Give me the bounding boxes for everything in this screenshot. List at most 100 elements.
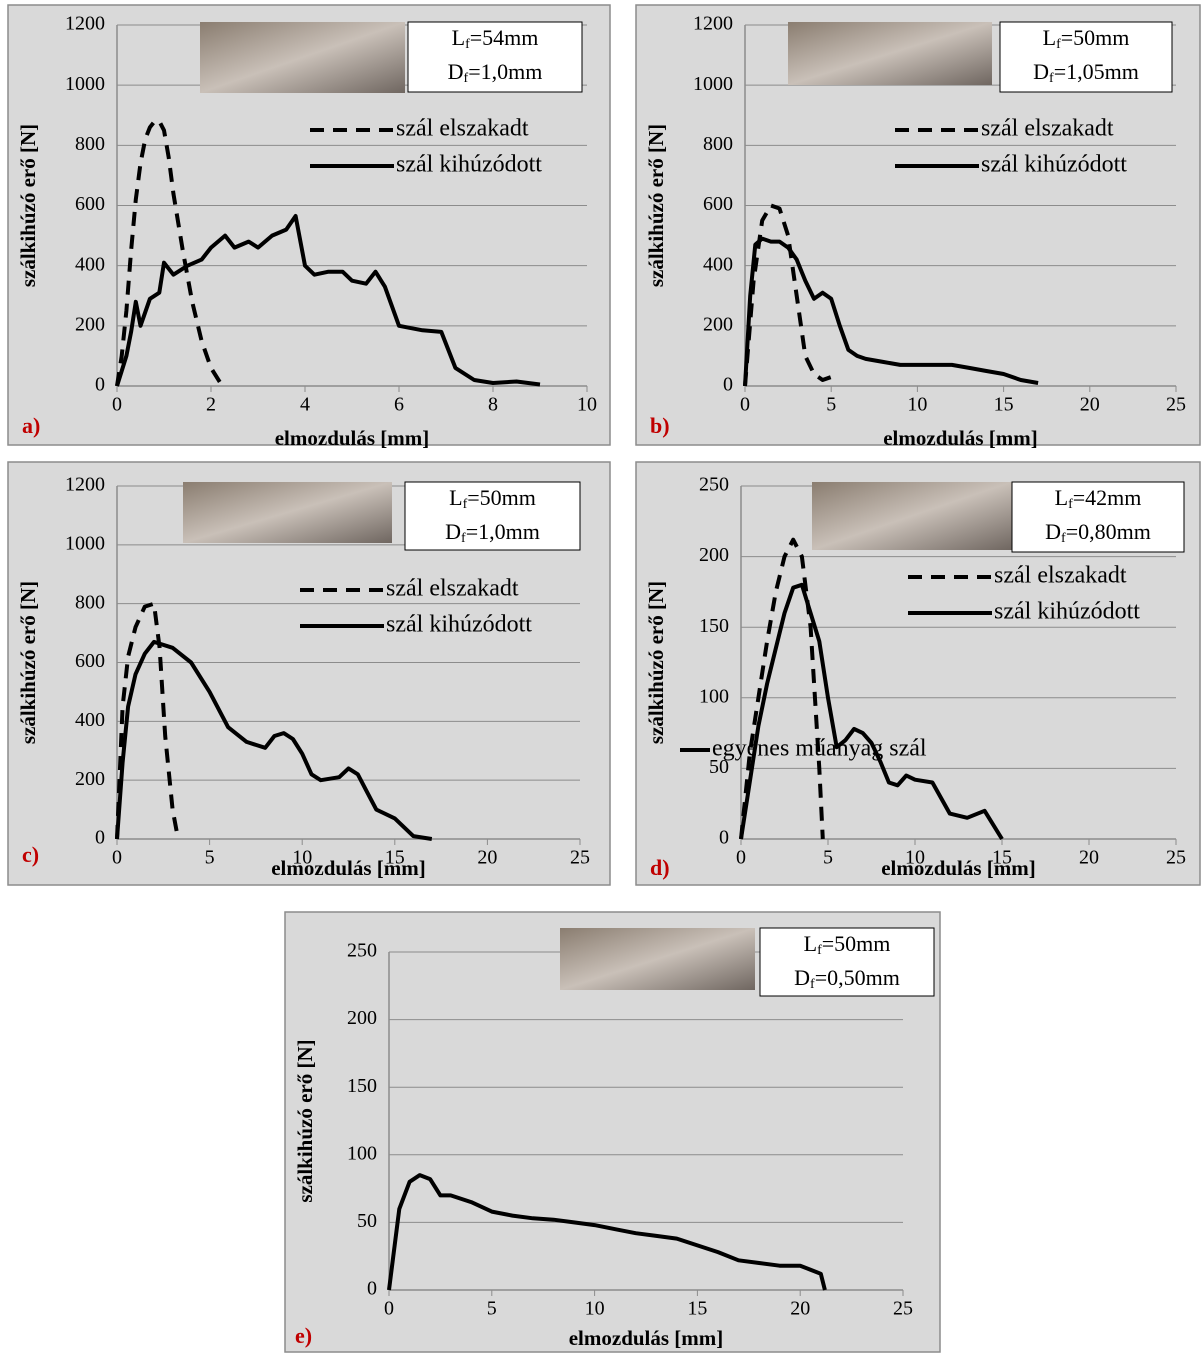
legend-label: egyenes műanyag szál [712, 736, 927, 762]
y-tick-label: 600 [75, 193, 105, 215]
y-axis-label: szálkihúzó erő [N] [16, 124, 40, 287]
annotation-part: L [1043, 25, 1056, 50]
data-line [115, 119, 223, 387]
x-tick-label: 10 [905, 847, 925, 869]
annotation-part: =1,0mm [468, 59, 542, 84]
annotation-part: L [1055, 485, 1068, 510]
annotation: Df=1,05mm [1033, 59, 1139, 86]
fiber-photo [812, 482, 1012, 550]
annotation-part: L [452, 25, 465, 50]
x-tick-label: 5 [823, 847, 833, 869]
y-axis-label: szálkihúzó erő [N] [293, 1039, 317, 1202]
x-tick-label: 15 [687, 1298, 707, 1320]
annotation-part: D [1045, 519, 1061, 544]
data-line [115, 639, 433, 841]
legend-label: szál kihúzódott [396, 152, 542, 178]
x-tick-label: 5 [205, 847, 215, 869]
x-tick-label: 25 [570, 847, 590, 869]
x-tick-label: 5 [487, 1298, 497, 1320]
data-line [743, 236, 1039, 387]
x-tick-label: 20 [1080, 394, 1100, 416]
y-tick-label: 600 [703, 193, 733, 215]
panel-label: b) [650, 413, 670, 438]
x-tick-label: 0 [736, 847, 746, 869]
y-axis-label: szálkihúzó erő [N] [644, 581, 668, 744]
annotation-part: =0,50mm [815, 965, 900, 990]
x-tick-label: 25 [1166, 847, 1186, 869]
legend-label: szál elszakadt [386, 576, 519, 602]
annotation-part: =50mm [1061, 25, 1130, 50]
data-line [115, 601, 181, 840]
annotation-subscript: f [465, 37, 470, 52]
annotation: Lf=50mm [449, 485, 536, 512]
annotation-part: =0,80mm [1066, 519, 1151, 544]
x-tick-label: 0 [740, 394, 750, 416]
x-tick-label: 20 [1079, 847, 1099, 869]
data-line [739, 582, 1004, 841]
annotation-part: =50mm [467, 485, 536, 510]
x-tick-label: 20 [477, 847, 497, 869]
y-tick-label: 200 [699, 544, 729, 566]
annotation: Df=0,50mm [794, 965, 900, 992]
annotation-subscript: f [464, 71, 469, 86]
y-tick-label: 800 [75, 133, 105, 155]
y-tick-label: 800 [75, 591, 105, 613]
x-tick-label: 15 [994, 394, 1014, 416]
y-tick-label: 600 [75, 650, 105, 672]
y-tick-label: 400 [75, 253, 105, 275]
annotation: Lf=50mm [1043, 25, 1130, 52]
x-axis-label: elmozdulás [mm] [881, 856, 1036, 880]
x-tick-label: 0 [112, 847, 122, 869]
panel-label: c) [22, 842, 39, 867]
y-tick-label: 800 [703, 133, 733, 155]
annotation-box [1011, 481, 1185, 553]
y-tick-label: 1200 [65, 474, 105, 496]
x-tick-label: 15 [992, 847, 1012, 869]
fiber-photo [560, 928, 755, 990]
panel-label: a) [22, 413, 40, 438]
x-tick-label: 2 [206, 394, 216, 416]
y-tick-label: 400 [703, 253, 733, 275]
y-tick-label: 0 [95, 827, 105, 849]
x-tick-label: 25 [893, 1298, 913, 1320]
y-tick-label: 150 [347, 1075, 377, 1097]
annotation-subscript: f [810, 977, 815, 992]
annotation-box [404, 481, 581, 551]
x-axis-label: elmozdulás [mm] [275, 426, 430, 450]
legend-label: szál elszakadt [981, 116, 1114, 142]
legend-label: szál kihúzódott [981, 152, 1127, 178]
y-tick-label: 200 [75, 768, 105, 790]
y-tick-label: 150 [699, 615, 729, 637]
annotation: Lf=50mm [804, 931, 891, 958]
x-tick-label: 5 [826, 394, 836, 416]
annotation-subscript: f [461, 531, 466, 546]
annotation-part: =42mm [1073, 485, 1142, 510]
x-tick-label: 20 [790, 1298, 810, 1320]
y-axis-label: szálkihúzó erő [N] [644, 124, 668, 287]
x-axis-label: elmozdulás [mm] [271, 856, 426, 880]
annotation-subscript: f [1068, 497, 1073, 512]
y-tick-label: 1200 [693, 13, 733, 35]
x-tick-label: 10 [907, 394, 927, 416]
y-tick-label: 250 [347, 940, 377, 962]
annotation-box [759, 927, 935, 997]
legend-label: szál elszakadt [396, 116, 529, 142]
fiber-photo [788, 22, 992, 85]
data-line [739, 537, 825, 840]
x-tick-label: 10 [585, 1298, 605, 1320]
annotation-subscript: f [1061, 531, 1066, 546]
y-tick-label: 0 [367, 1278, 377, 1300]
annotation-part: =54mm [470, 25, 539, 50]
y-tick-label: 0 [95, 374, 105, 396]
y-tick-label: 200 [75, 313, 105, 335]
annotation-part: =1,05mm [1054, 59, 1139, 84]
y-tick-label: 0 [723, 374, 733, 396]
x-tick-label: 15 [385, 847, 405, 869]
y-tick-label: 1000 [65, 532, 105, 554]
x-tick-label: 10 [292, 847, 312, 869]
y-tick-label: 1200 [65, 13, 105, 35]
annotation-part: D [1033, 59, 1049, 84]
x-tick-label: 8 [488, 394, 498, 416]
y-tick-label: 100 [699, 685, 729, 707]
panel-label: d) [650, 855, 670, 880]
